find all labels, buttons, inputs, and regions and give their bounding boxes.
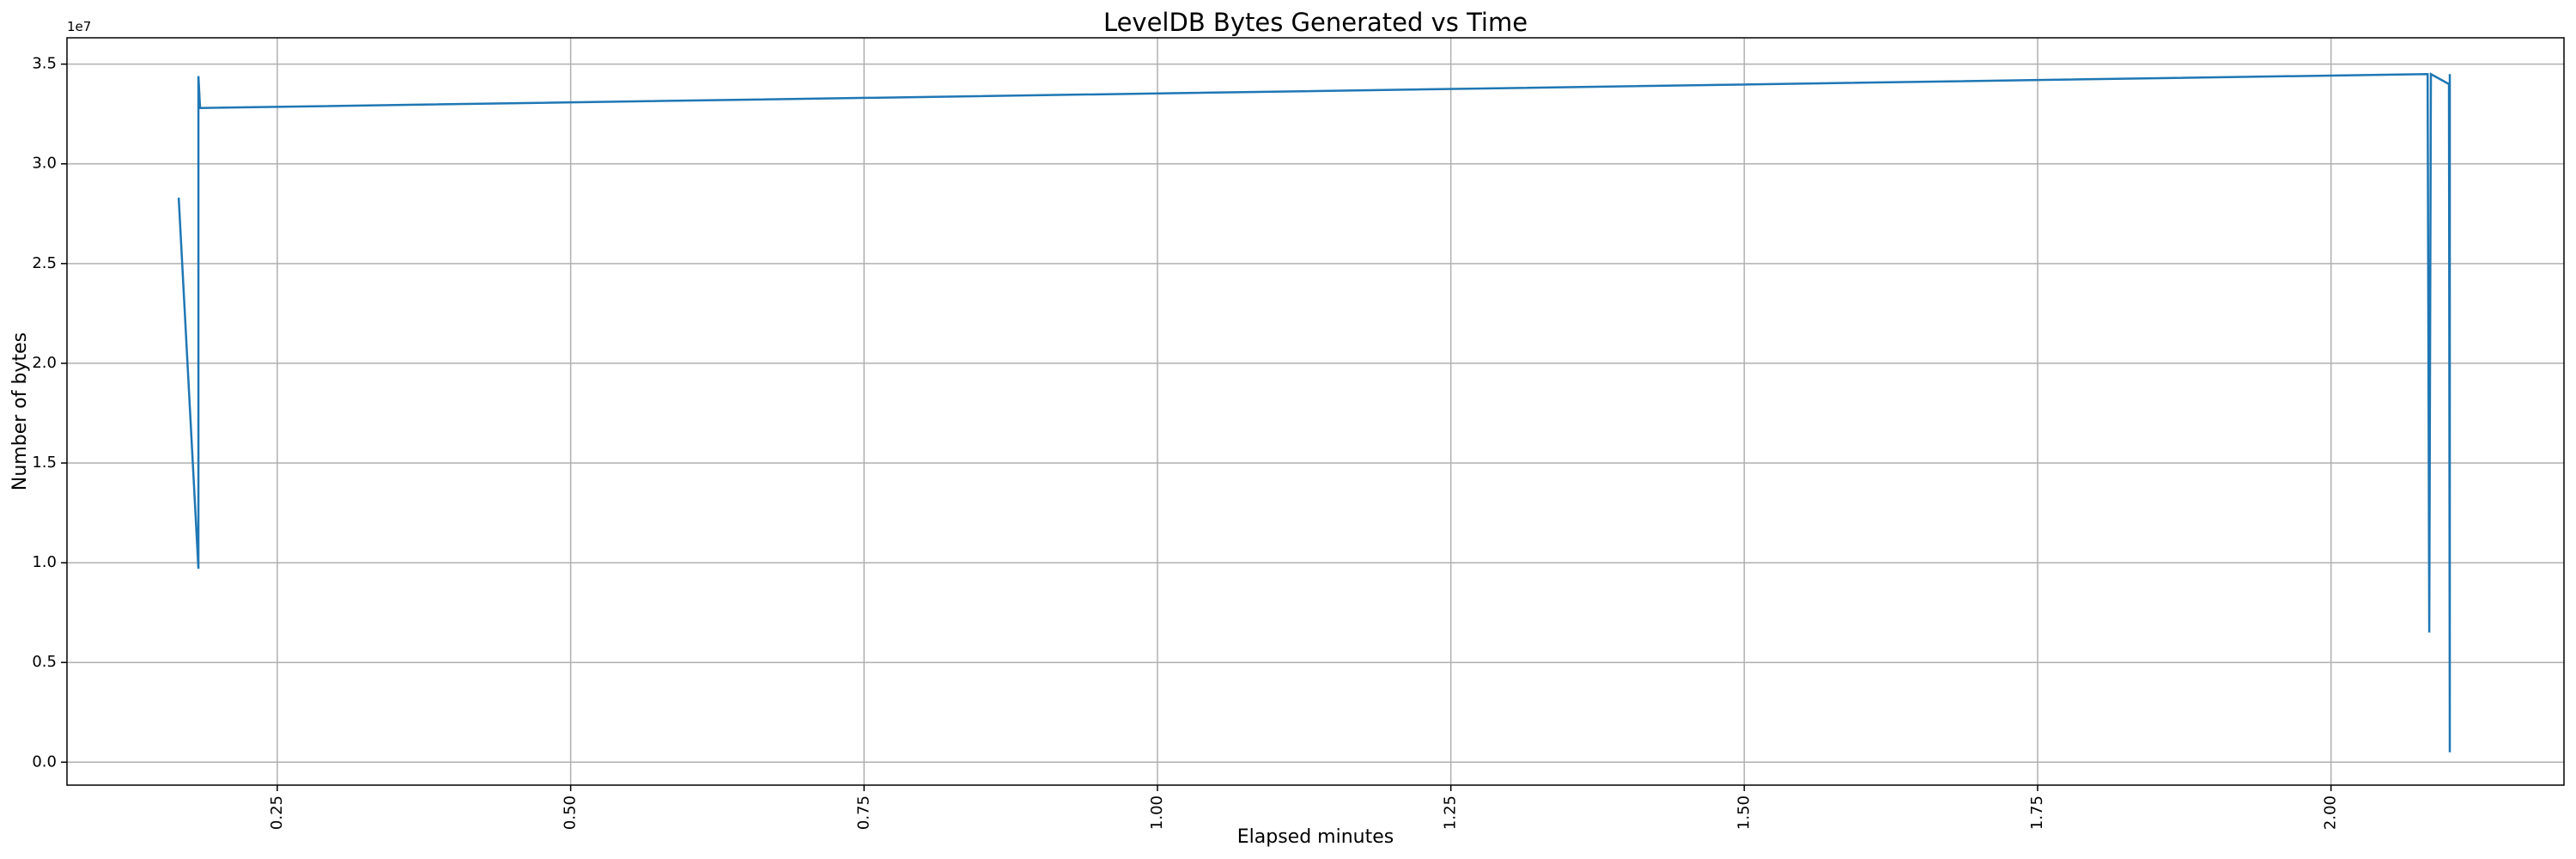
y-tick-label: 0.5	[32, 653, 57, 671]
y-tick-label: 3.5	[32, 55, 57, 73]
x-tick-label: 1.25	[1442, 795, 1460, 830]
y-tick-label: 0.0	[32, 752, 57, 771]
x-tick-label: 1.00	[1148, 795, 1166, 830]
y-tick-label: 1.5	[32, 454, 57, 472]
x-tick-label: 0.25	[268, 795, 286, 830]
y-tick-label: 2.5	[32, 254, 57, 272]
x-tick-label: 1.75	[2028, 795, 2046, 830]
data-line	[177, 72, 2451, 752]
x-axis-label: Elapsed minutes	[1237, 826, 1394, 848]
x-tick-label: 2.00	[2322, 795, 2340, 830]
chart-title: LevelDB Bytes Generated vs Time	[1103, 8, 1528, 37]
y-tick-label: 1.0	[32, 553, 57, 571]
x-tick-label: 0.50	[562, 795, 580, 830]
offset-text: 1e7	[67, 19, 91, 34]
x-tick-label: 0.75	[854, 795, 872, 830]
y-tick-label: 3.0	[32, 155, 57, 173]
plot-frame	[66, 37, 2565, 786]
y-axis-label: Number of bytes	[9, 332, 31, 490]
y-tick-label: 2.0	[32, 354, 57, 372]
x-tick-label: 1.50	[1735, 795, 1753, 830]
